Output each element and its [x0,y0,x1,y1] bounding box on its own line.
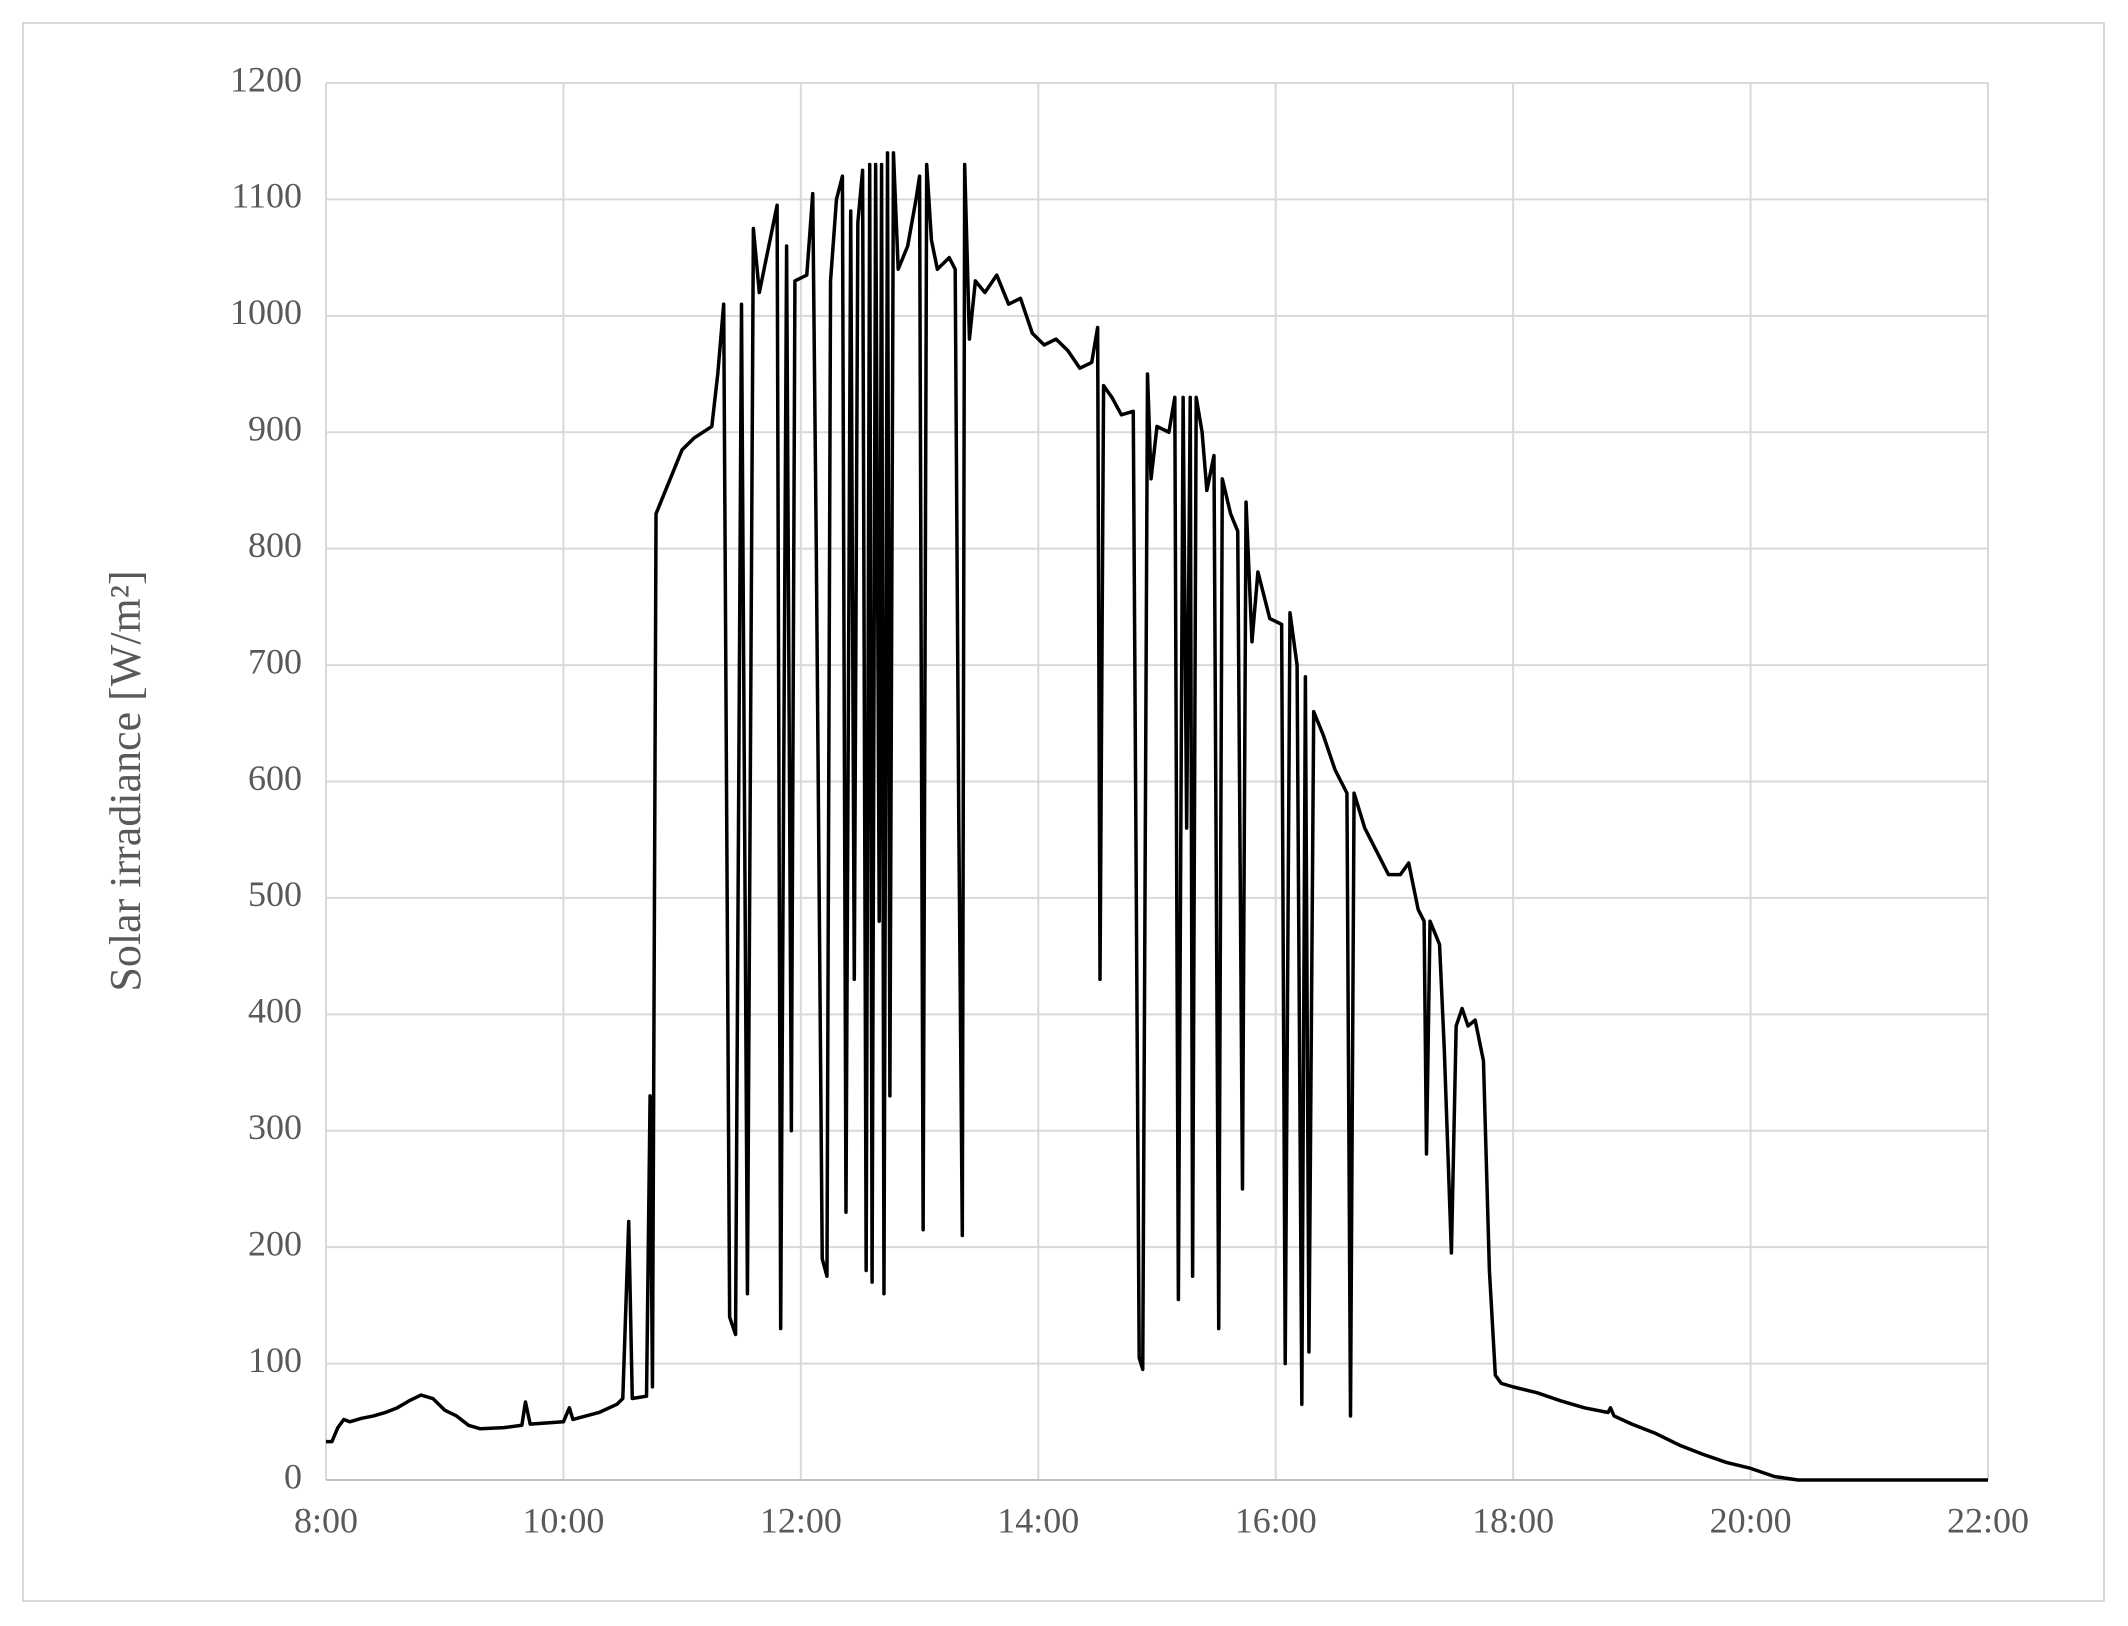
x-tick-label: 18:00 [1472,1500,1554,1540]
y-tick-label: 0 [284,1456,302,1496]
y-tick-label: 100 [248,1340,302,1380]
x-tick-label: 14:00 [997,1500,1079,1540]
y-axis-label: Solar irradiance [W/m²] [101,570,150,991]
y-tick-label: 300 [248,1107,302,1147]
y-tick-label: 1100 [231,176,302,216]
x-tick-label: 12:00 [760,1500,842,1540]
y-tick-label: 800 [248,525,302,565]
x-tick-label: 22:00 [1947,1500,2029,1540]
line [326,151,1988,1482]
y-tick-label: 1000 [230,292,302,332]
y-tick-label: 400 [248,991,302,1031]
y-tick-label: 700 [248,641,302,681]
x-tick-label: 16:00 [1235,1500,1317,1540]
y-tick-label: 500 [248,874,302,914]
chart-border [22,22,2105,1602]
y-tick-label: 600 [248,758,302,798]
x-tick-label: 8:00 [294,1500,358,1540]
x-tick-label: 20:00 [1710,1500,1792,1540]
y-tick-label: 900 [248,409,302,449]
y-tick-label: 200 [248,1223,302,1263]
y-tick-label: 1200 [230,59,302,99]
x-tick-label: 10:00 [522,1500,604,1540]
